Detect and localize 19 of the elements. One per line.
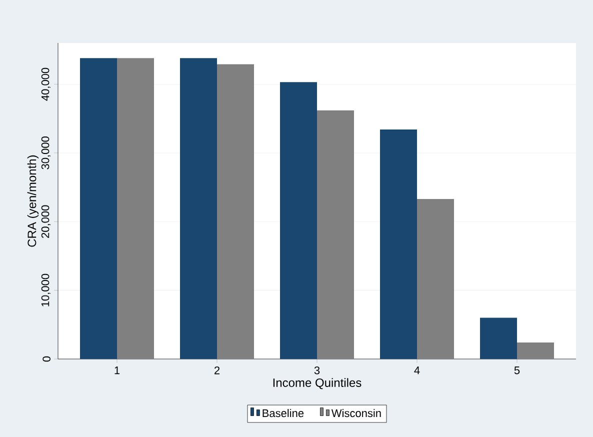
- y-tick-label: 0: [42, 356, 50, 362]
- x-tick-label: 5: [514, 366, 520, 374]
- y-tick-label: 30,000: [41, 136, 50, 170]
- bar: [280, 82, 318, 359]
- y-tick-label: 20,000: [41, 205, 50, 238]
- x-tick-label: 3: [314, 366, 320, 374]
- x-tick-label: 2: [214, 366, 220, 374]
- x-tick-label: 4: [414, 366, 420, 374]
- y-tick-label: 10,000: [41, 274, 50, 306]
- bar: [80, 58, 117, 359]
- bar: [180, 58, 218, 359]
- y-tick-label: 40,000: [41, 68, 50, 101]
- y-axis-title: CRA (yen/month): [27, 155, 39, 247]
- bar: [380, 130, 418, 359]
- legend-label: Baseline: [262, 409, 304, 418]
- x-axis-title: Income Quintiles: [273, 378, 362, 390]
- bar: [480, 318, 518, 359]
- legend-label: Wisconsin: [331, 409, 381, 418]
- x-tick-label: 1: [114, 366, 120, 374]
